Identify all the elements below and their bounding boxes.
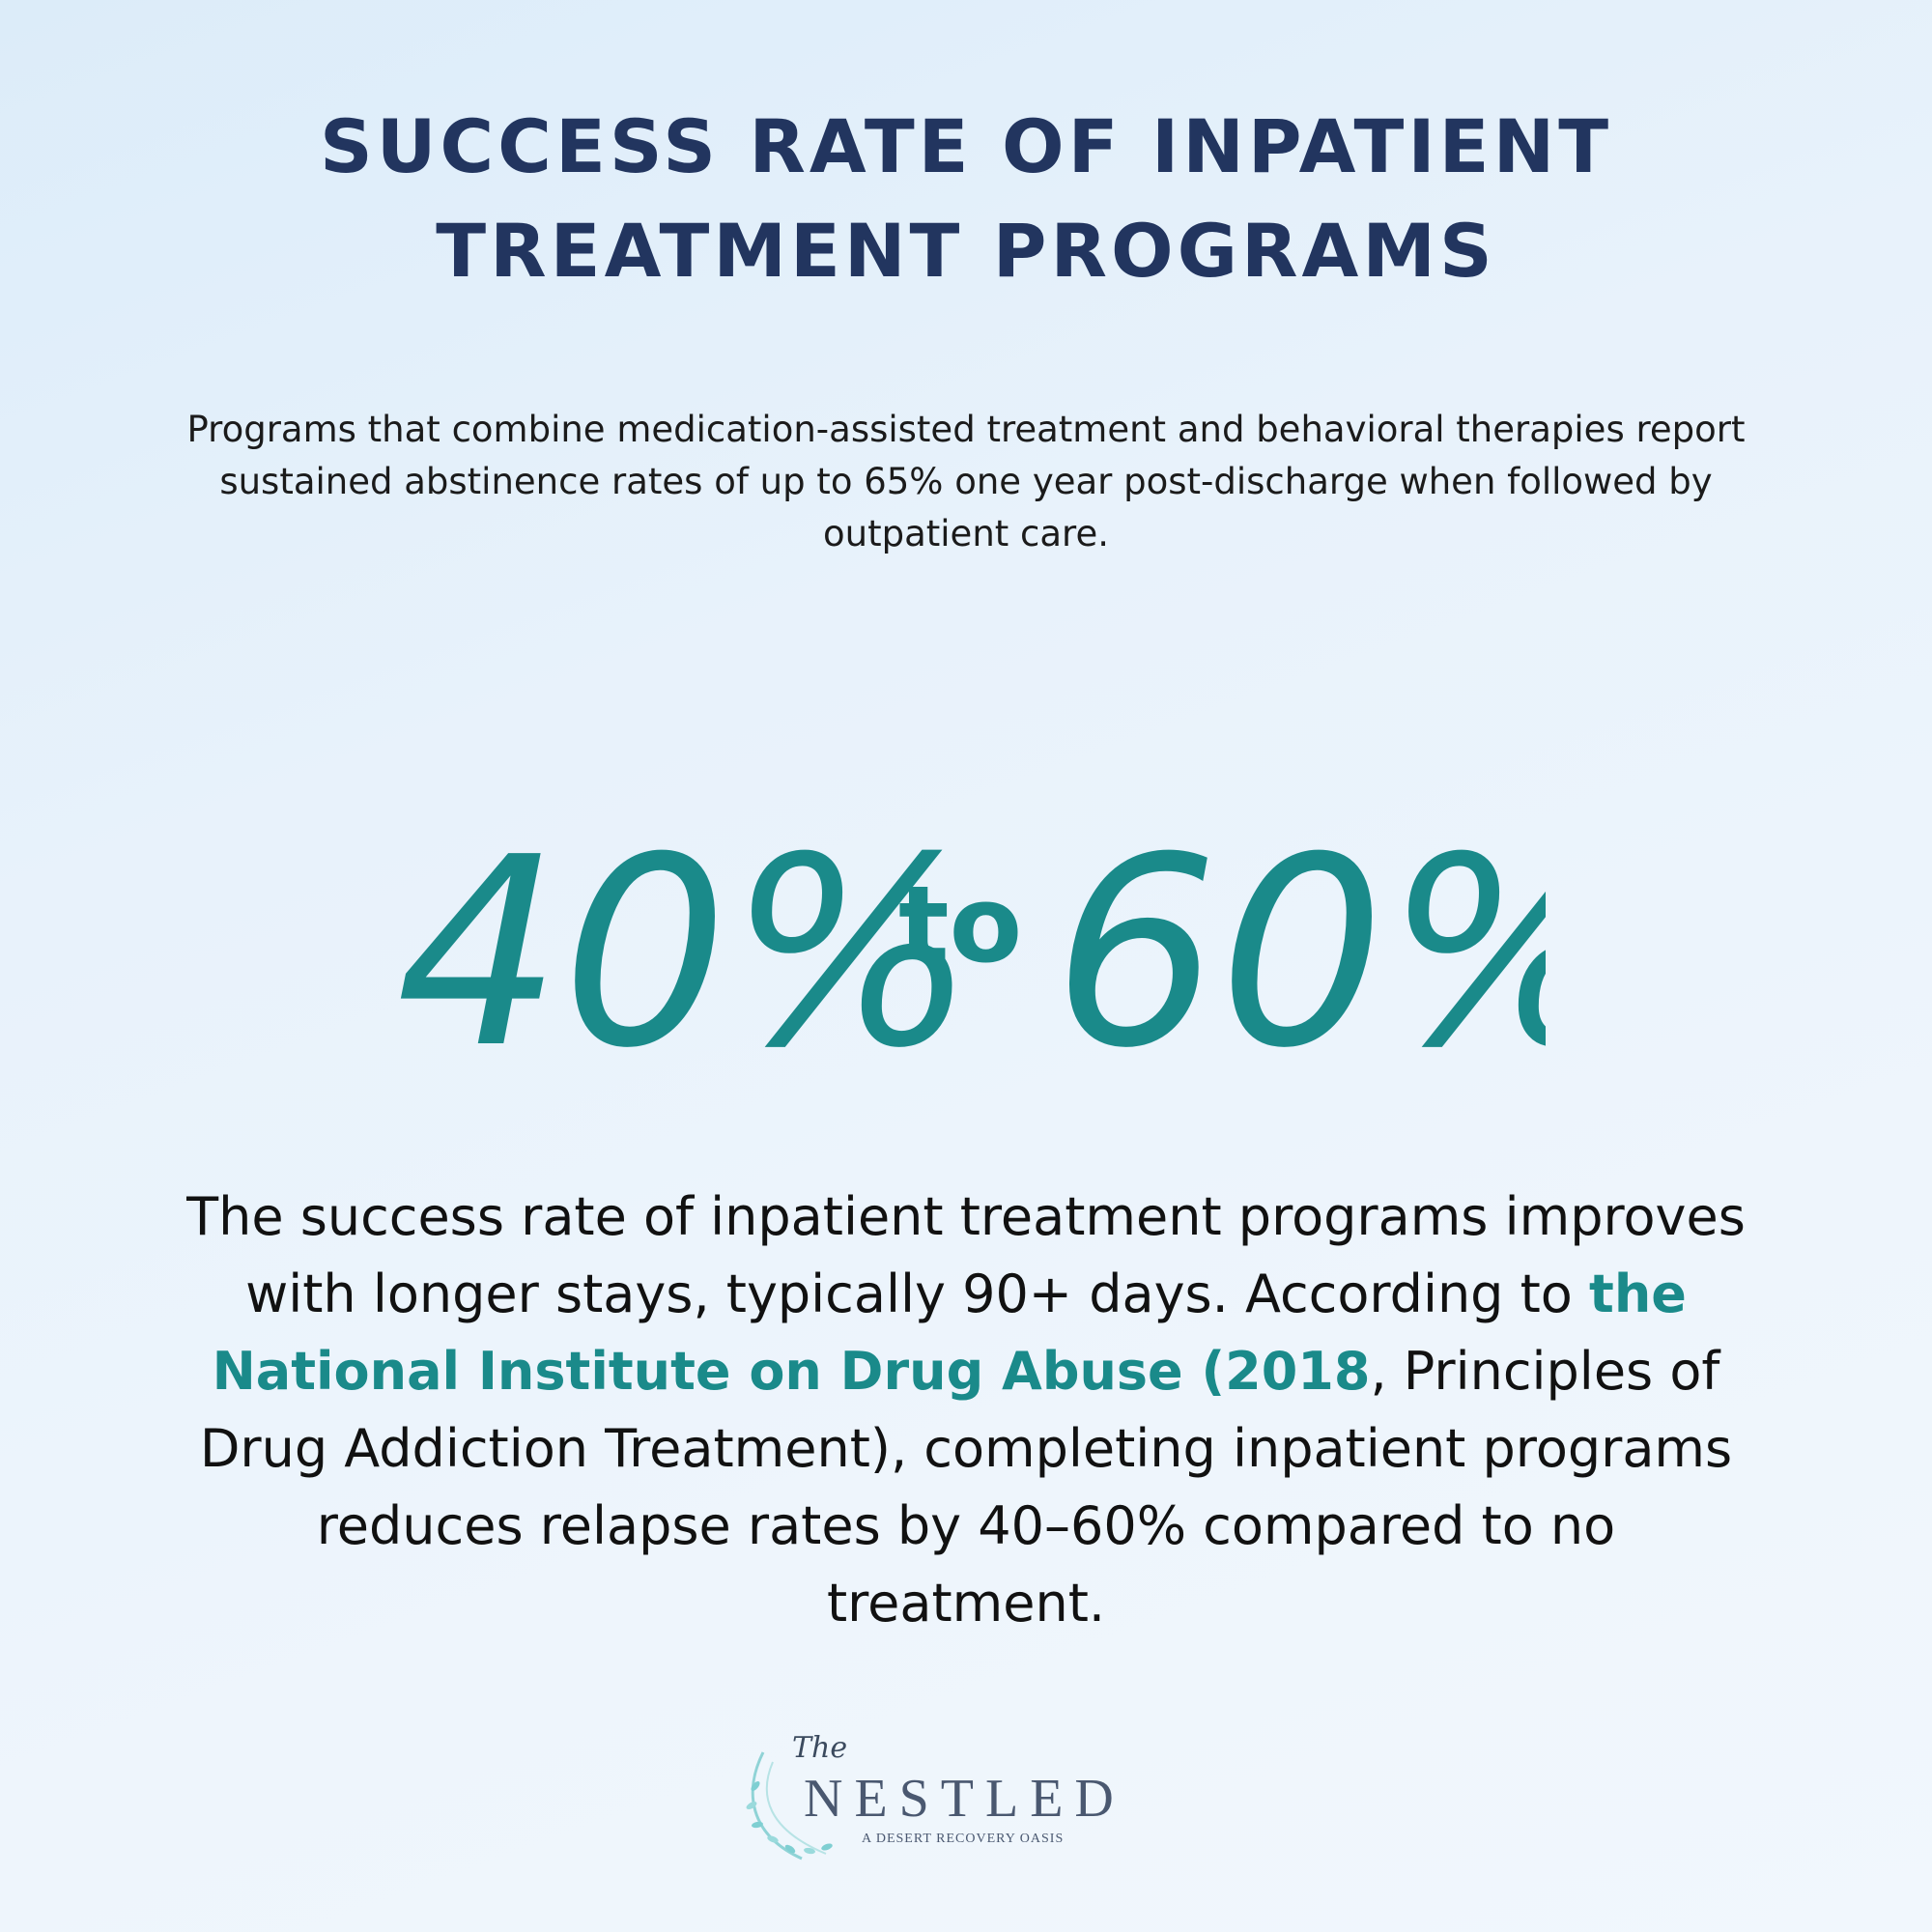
intro-paragraph: Programs that combine medication-assiste… [186,409,1746,554]
stat-low: 40% [396,801,976,1101]
big-stat-graphic: 40% to 60% [396,801,1546,1101]
stat-connector: to [898,863,1022,986]
body-text-part-1: The success rate of inpatient treatment … [186,1186,1746,1324]
brand-logo: The NESTLED A DESERT RECOVERY OASIS [734,1729,1121,1874]
body-paragraph: The success rate of inpatient treatment … [174,1179,1758,1642]
logo-name: NESTLED [804,1769,1125,1829]
nida-citation: the National Institute on Drug Abuse (20… [212,1264,1687,1402]
body-text-part-2: , Principles of Drug Addiction Treatment… [199,1341,1733,1634]
big-stat: 40% to 60% [386,753,1546,1101]
logo-the: The [792,1731,848,1765]
page-title: SUCCESS RATE OF INPATIENT TREATMENT PROG… [0,95,1932,303]
leaves-icon [746,1751,833,1861]
logo-tagline: A DESERT RECOVERY OASIS [862,1832,1065,1846]
stat-high: 60% [1053,801,1546,1101]
title-line-1: SUCCESS RATE OF INPATIENT [319,103,1613,189]
title-line-2: TREATMENT PROGRAMS [436,208,1496,294]
